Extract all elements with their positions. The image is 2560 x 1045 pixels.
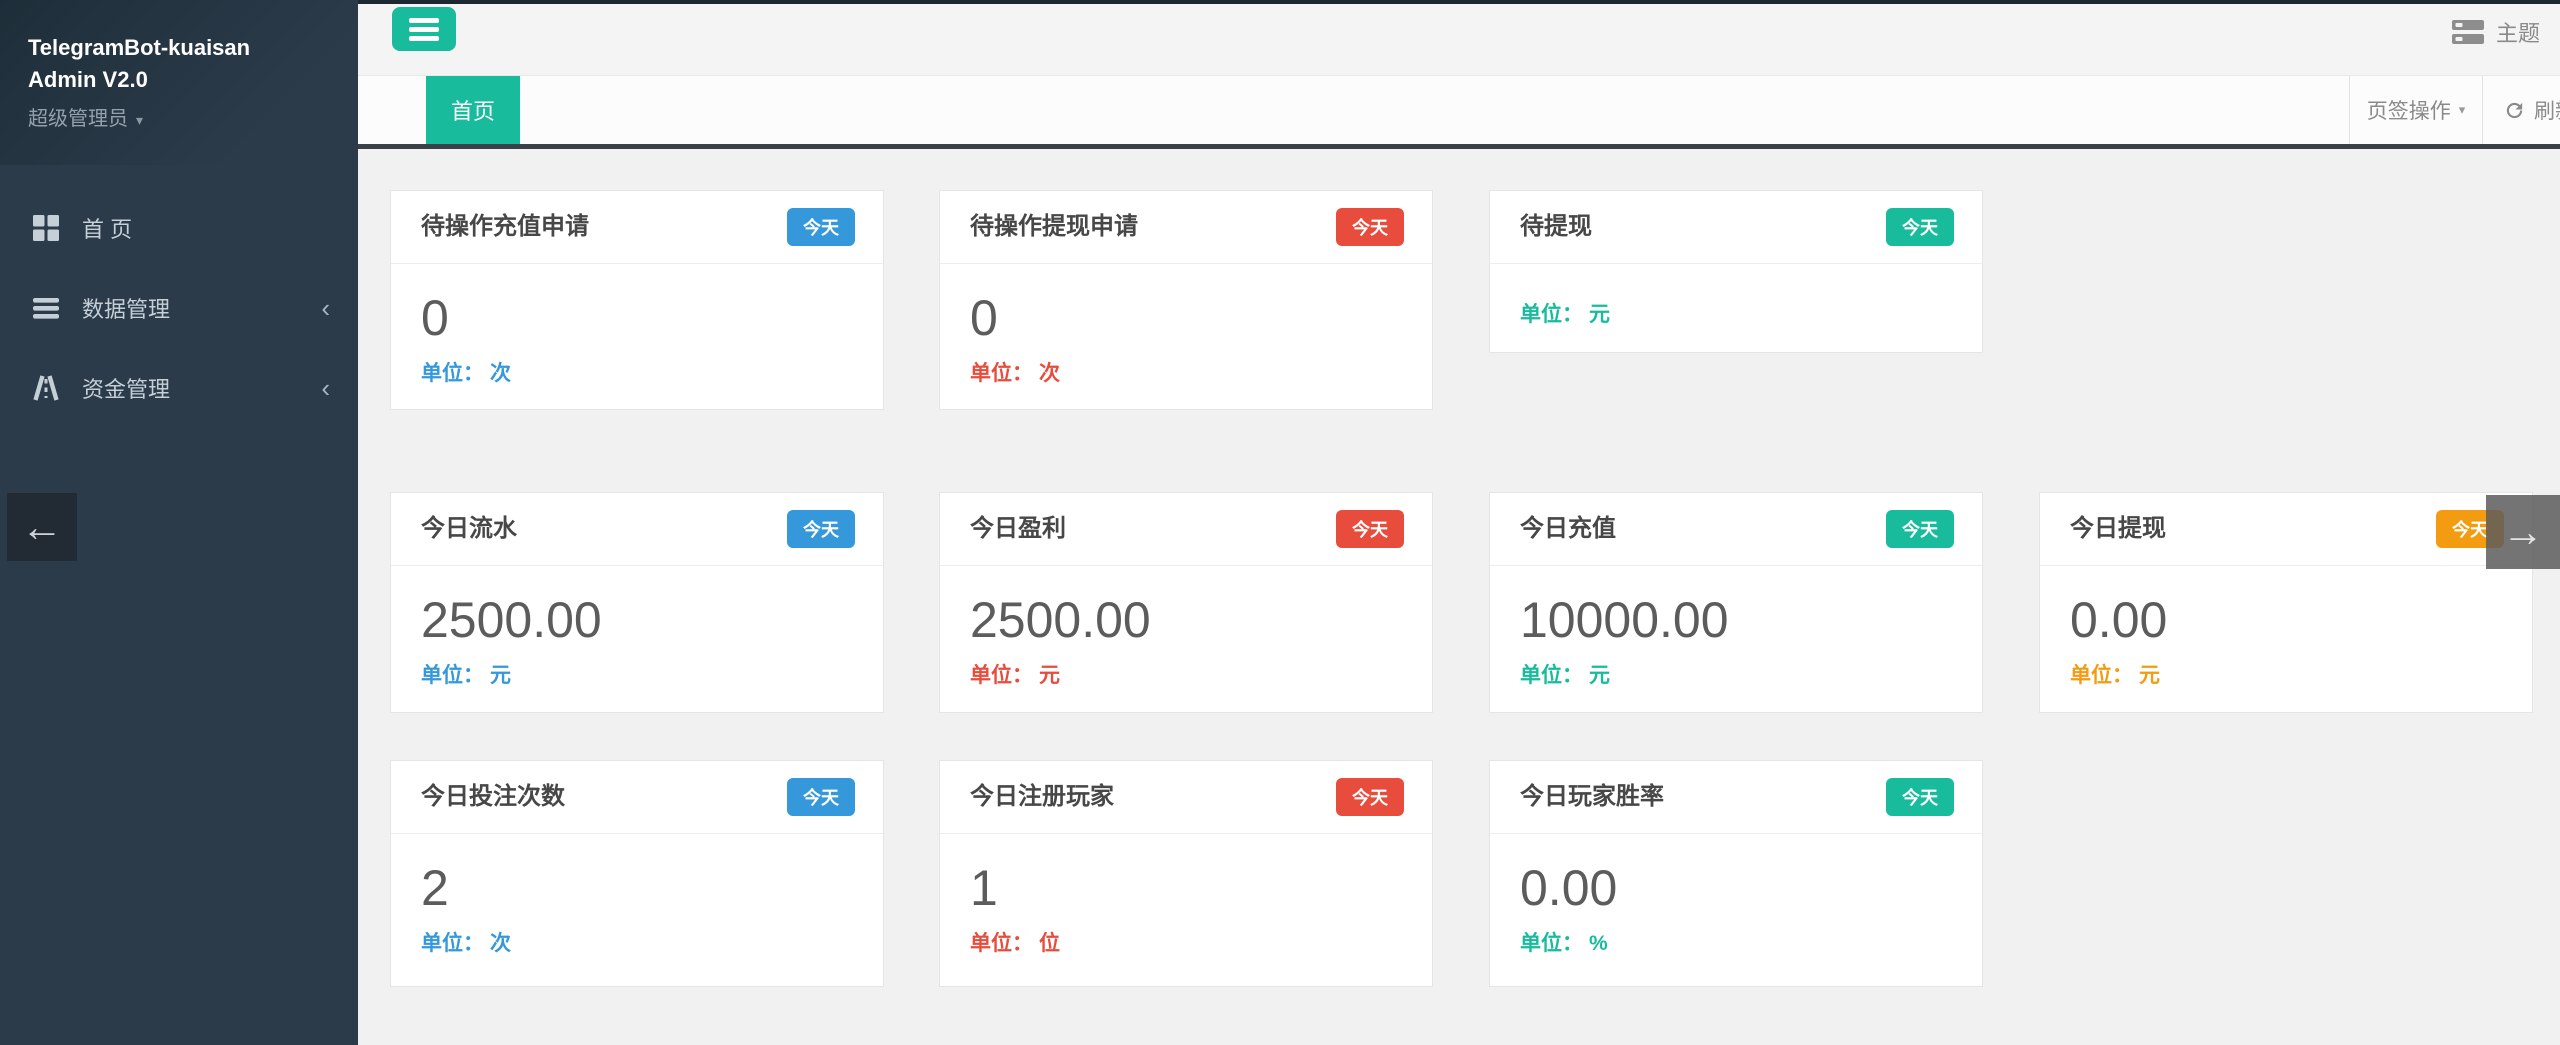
sidebar-item-fund-management[interactable]: 资金管理 ‹ xyxy=(0,348,358,428)
user-role-dropdown[interactable]: 超级管理员 ▾ xyxy=(28,102,143,131)
unit-label: 单位： xyxy=(970,931,1033,955)
app-title-line2: Admin V2.0 xyxy=(28,67,148,92)
sidebar-item-label: 数据管理 xyxy=(82,297,171,322)
stat-card-today-recharge: 今日充值 今天 10000.00 单位：元 xyxy=(1489,492,1983,713)
chevron-left-icon: ‹ xyxy=(321,293,330,323)
unit-label: 单位： xyxy=(970,663,1033,687)
refresh-button[interactable]: 刷新 xyxy=(2482,76,2560,144)
card-title: 今日注册玩家 xyxy=(970,783,1114,810)
window-top-edge xyxy=(0,0,2560,4)
stat-card-pending-withdraw-request: 待操作提现申请 今天 0 单位：次 xyxy=(939,190,1433,410)
unit-value: 元 xyxy=(490,663,511,687)
today-badge[interactable]: 今天 xyxy=(787,778,855,816)
card-title: 今日充值 xyxy=(1520,515,1616,542)
card-title: 待操作提现申请 xyxy=(970,213,1138,240)
tab-actions: 页签操作 ▾ 刷新 xyxy=(2349,76,2560,144)
stat-card-today-bets: 今日投注次数 今天 2 单位：次 xyxy=(390,760,884,987)
refresh-icon xyxy=(2503,99,2526,122)
user-role-label: 超级管理员 xyxy=(28,108,128,130)
tab-home[interactable]: 首页 xyxy=(426,76,520,144)
unit-value: 位 xyxy=(1039,931,1060,955)
today-badge[interactable]: 今天 xyxy=(1336,208,1404,246)
card-value: 0 xyxy=(970,290,998,346)
grid-icon xyxy=(32,214,60,242)
chevron-left-icon: ‹ xyxy=(321,373,330,403)
stat-card-today-profit: 今日盈利 今天 2500.00 单位：元 xyxy=(939,492,1433,713)
stat-card-today-turnover: 今日流水 今天 2500.00 单位：元 xyxy=(390,492,884,713)
card-value: 2500.00 xyxy=(421,592,602,648)
unit-label: 单位： xyxy=(1520,663,1583,687)
unit-value: 次 xyxy=(1039,361,1060,385)
refresh-label: 刷新 xyxy=(2534,100,2560,123)
stat-card-today-registered-players: 今日注册玩家 今天 1 单位：位 xyxy=(939,760,1433,987)
unit-value: 元 xyxy=(1589,303,1610,326)
card-value: 0.00 xyxy=(1520,860,1618,916)
sidebar-item-label: 资金管理 xyxy=(82,377,171,402)
app-title-line1: TelegramBot-kuaisan xyxy=(28,35,251,60)
today-badge[interactable]: 今天 xyxy=(1886,208,1954,246)
card-title: 今日玩家胜率 xyxy=(1520,783,1664,810)
tab-operations-label: 页签操作 xyxy=(2366,100,2451,123)
sidebar-item-data-management[interactable]: 数据管理 ‹ xyxy=(0,268,358,348)
theme-icon xyxy=(2451,19,2486,46)
card-title: 今日提现 xyxy=(2070,515,2166,542)
theme-button[interactable]: 主题 xyxy=(2451,16,2540,48)
card-title: 今日投注次数 xyxy=(421,783,565,810)
sidebar-header: TelegramBot-kuaisan Admin V2.0 超级管理员 ▾ xyxy=(0,0,358,165)
tab-bar: 首页 页签操作 ▾ 刷新 xyxy=(358,76,2560,149)
sidebar-item-home[interactable]: 首 页 xyxy=(0,188,358,268)
scroll-left-arrow[interactable]: ← xyxy=(7,493,77,561)
unit-value: 次 xyxy=(490,931,511,955)
unit-label: 单位： xyxy=(1520,931,1583,955)
card-value: 10000.00 xyxy=(1520,592,1729,648)
card-value: 0 xyxy=(421,290,449,346)
caret-down-icon: ▾ xyxy=(2458,102,2466,117)
today-badge[interactable]: 今天 xyxy=(1886,778,1954,816)
card-title: 今日盈利 xyxy=(970,515,1066,542)
arrow-left-icon: ← xyxy=(21,503,63,550)
today-badge[interactable]: 今天 xyxy=(1886,510,1954,548)
top-navbar: 主题 xyxy=(358,4,2560,76)
sidebar-menu: 首 页 数据管理 ‹ 资金管理 xyxy=(0,188,358,428)
unit-label: 单位： xyxy=(421,663,484,687)
card-title: 今日流水 xyxy=(421,515,517,542)
stat-card-today-win-rate: 今日玩家胜率 今天 0.00 单位：% xyxy=(1489,760,1983,987)
today-badge[interactable]: 今天 xyxy=(1336,778,1404,816)
scroll-right-arrow[interactable]: → xyxy=(2486,495,2560,569)
sidebar-toggle-button[interactable] xyxy=(392,7,456,51)
unit-value: 元 xyxy=(2139,663,2160,687)
stat-card-today-withdraw: 今日提现 今天 0.00 单位：元 xyxy=(2039,492,2533,713)
today-badge[interactable]: 今天 xyxy=(1336,510,1404,548)
hamburger-icon xyxy=(409,17,439,23)
unit-value: % xyxy=(1589,931,1608,955)
stat-card-pending-withdraw: 待提现 今天 单位： 元 xyxy=(1489,190,1983,353)
stat-card-pending-recharge: 待操作充值申请 今天 0 单位：次 xyxy=(390,190,884,410)
tab-operations-dropdown[interactable]: 页签操作 ▾ xyxy=(2349,76,2482,144)
unit-label: 单位： xyxy=(421,931,484,955)
today-badge[interactable]: 今天 xyxy=(787,510,855,548)
card-value: 0.00 xyxy=(2070,592,2168,648)
unit-label: 单位： xyxy=(970,361,1033,385)
card-title: 待提现 xyxy=(1520,213,1592,240)
caret-down-icon: ▾ xyxy=(136,112,144,128)
unit-label: 单位： xyxy=(1520,303,1583,326)
arrow-right-icon: → xyxy=(2502,508,2544,555)
today-badge[interactable]: 今天 xyxy=(787,208,855,246)
card-title: 待操作充值申请 xyxy=(421,213,589,240)
app-title: TelegramBot-kuaisan Admin V2.0 xyxy=(28,32,328,96)
unit-label: 单位： xyxy=(2070,663,2133,687)
card-value: 2 xyxy=(421,860,449,916)
card-value: 1 xyxy=(970,860,998,916)
unit-value: 元 xyxy=(1589,663,1610,687)
unit-value: 元 xyxy=(1039,663,1060,687)
unit-value: 次 xyxy=(490,361,511,385)
sidebar-item-label: 首 页 xyxy=(82,217,133,242)
unit-label: 单位： xyxy=(421,361,484,385)
list-icon xyxy=(32,294,60,322)
card-value: 2500.00 xyxy=(970,592,1151,648)
road-icon xyxy=(32,374,60,402)
theme-label: 主题 xyxy=(2495,21,2540,46)
